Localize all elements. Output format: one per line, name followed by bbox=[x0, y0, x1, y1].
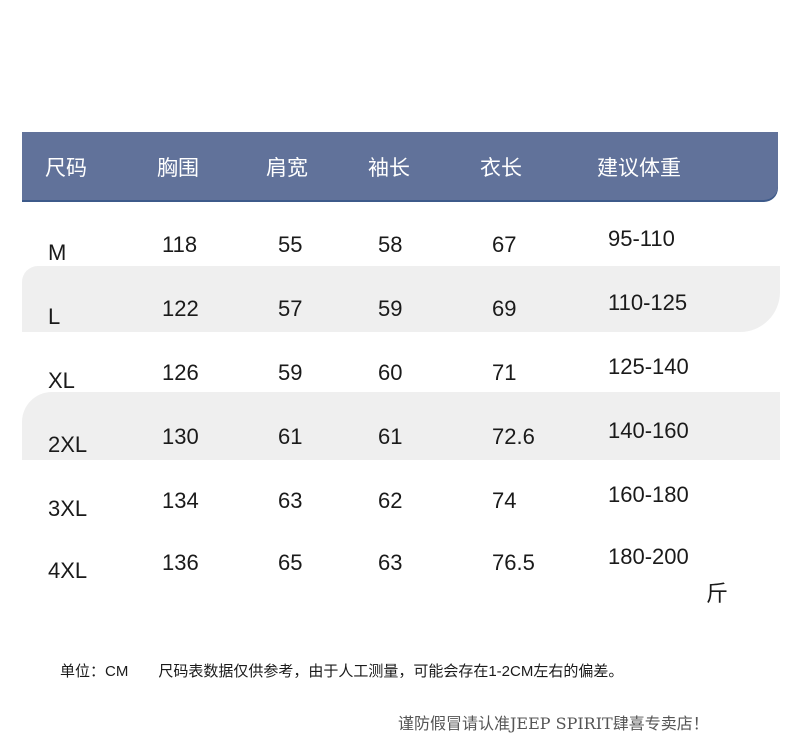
cell-sleeve: 58 bbox=[378, 232, 403, 257]
cell-size: 3XL bbox=[48, 496, 88, 521]
cell-sleeve: 62 bbox=[378, 488, 403, 513]
cell-shoulder: 63 bbox=[278, 488, 303, 513]
brand-notice: 谨防假冒请认准JEEP SPIRIT肆喜专卖店！ bbox=[398, 714, 709, 733]
table-row: 2XL 130 61 61 72.6 140-160 bbox=[0, 418, 790, 457]
cell-length: 72.6 bbox=[492, 424, 535, 449]
row-band bbox=[22, 392, 780, 460]
header-weight: 建议体重 bbox=[597, 157, 681, 180]
cell-size: XL bbox=[48, 368, 75, 393]
unit-note: 单位：CM bbox=[60, 663, 129, 680]
table-row: M 118 55 58 67 95-110 bbox=[0, 226, 790, 265]
cell-weight: 110-125 bbox=[608, 290, 688, 315]
table-row: L 122 57 59 69 110-125 bbox=[0, 290, 790, 329]
cell-length: 71 bbox=[492, 360, 517, 385]
cell-size: 4XL bbox=[48, 558, 88, 583]
cell-weight: 95-110 bbox=[608, 226, 675, 251]
cell-chest: 126 bbox=[162, 360, 199, 385]
disclaimer: 尺码表数据仅供参考，由于人工测量，可能会存在1-2CM左右的偏差。 bbox=[158, 663, 624, 680]
cell-chest: 118 bbox=[162, 232, 198, 257]
table-row: XL 126 59 60 71 125-140 bbox=[0, 354, 790, 393]
header-sleeve: 袖长 bbox=[368, 157, 410, 180]
cell-weight: 160-180 bbox=[608, 482, 689, 507]
cell-chest: 130 bbox=[162, 424, 199, 449]
cell-chest: 136 bbox=[162, 550, 199, 575]
table-header: 尺码 胸围 肩宽 袖长 衣长 建议体重 bbox=[22, 132, 778, 200]
cell-shoulder: 61 bbox=[278, 424, 303, 449]
header-length: 衣长 bbox=[480, 157, 522, 180]
cell-length: 74 bbox=[492, 488, 517, 513]
table-row: 3XL 134 63 62 74 160-180 bbox=[0, 482, 790, 521]
cell-shoulder: 65 bbox=[278, 550, 303, 575]
cell-weight: 180-200 bbox=[608, 544, 689, 569]
footnote: 单位：CM 尺码表数据仅供参考，由于人工测量，可能会存在1-2CM左右的偏差。 bbox=[60, 660, 623, 681]
cell-weight: 125-140 bbox=[608, 354, 689, 379]
cell-sleeve: 63 bbox=[378, 550, 403, 575]
cell-size: L bbox=[48, 304, 61, 329]
cell-length: 67 bbox=[492, 232, 517, 257]
cell-weight: 140-160 bbox=[608, 418, 689, 443]
header-size: 尺码 bbox=[45, 157, 87, 180]
cell-shoulder: 59 bbox=[278, 360, 303, 385]
cell-length: 69 bbox=[492, 296, 517, 321]
header-shoulder: 肩宽 bbox=[266, 157, 308, 180]
cell-size: M bbox=[48, 240, 67, 265]
header-chest: 胸围 bbox=[157, 157, 199, 180]
cell-size: 2XL bbox=[48, 432, 88, 457]
cell-shoulder: 55 bbox=[278, 232, 303, 257]
cell-shoulder: 57 bbox=[278, 296, 303, 321]
cell-chest: 134 bbox=[162, 488, 199, 513]
cell-sleeve: 59 bbox=[378, 296, 403, 321]
row-band bbox=[22, 266, 780, 332]
cell-sleeve: 61 bbox=[378, 424, 403, 449]
cell-chest: 122 bbox=[162, 296, 199, 321]
table-row: 4XL 136 65 63 76.5 180-200 bbox=[0, 544, 790, 583]
weight-unit: 斤 bbox=[706, 581, 729, 606]
cell-length: 76.5 bbox=[492, 550, 535, 575]
cell-sleeve: 60 bbox=[378, 360, 403, 385]
